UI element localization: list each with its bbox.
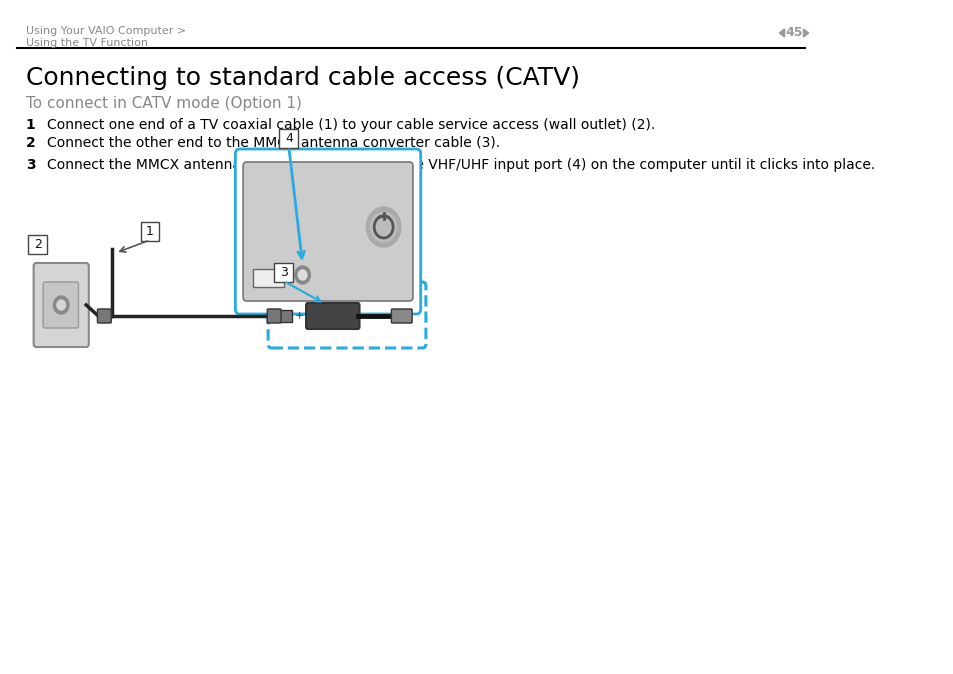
FancyBboxPatch shape [274, 263, 293, 282]
Text: 2: 2 [26, 136, 35, 150]
Text: 2: 2 [34, 238, 42, 251]
FancyBboxPatch shape [243, 162, 413, 301]
FancyBboxPatch shape [140, 222, 159, 241]
FancyBboxPatch shape [97, 309, 112, 323]
Circle shape [294, 266, 310, 284]
FancyBboxPatch shape [267, 309, 281, 323]
Text: Connect the MMCX antenna converter cable (3) to the VHF/UHF input port (4) on th: Connect the MMCX antenna converter cable… [48, 158, 875, 172]
Text: Connect the other end to the MMCX antenna converter cable (3).: Connect the other end to the MMCX antenn… [48, 136, 500, 150]
FancyBboxPatch shape [43, 282, 78, 328]
Text: +: + [294, 311, 303, 321]
Text: 3: 3 [279, 266, 287, 279]
Text: Using Your VAIO Computer >: Using Your VAIO Computer > [26, 26, 186, 36]
Circle shape [298, 270, 307, 280]
Text: To connect in CATV mode (Option 1): To connect in CATV mode (Option 1) [26, 96, 301, 111]
FancyBboxPatch shape [279, 129, 298, 148]
Text: 45: 45 [784, 26, 801, 40]
FancyBboxPatch shape [391, 309, 412, 323]
Text: 3: 3 [26, 158, 35, 172]
Circle shape [53, 296, 69, 314]
Text: 4: 4 [285, 132, 293, 145]
FancyBboxPatch shape [235, 149, 420, 314]
Text: Connect one end of a TV coaxial cable (1) to your cable service access (wall out: Connect one end of a TV coaxial cable (1… [48, 118, 655, 132]
Text: 1: 1 [26, 118, 35, 132]
FancyBboxPatch shape [306, 303, 359, 329]
Circle shape [371, 212, 396, 242]
Text: 1: 1 [146, 225, 153, 238]
Circle shape [57, 300, 66, 310]
Polygon shape [802, 29, 808, 37]
Text: Using the TV Function: Using the TV Function [26, 38, 148, 48]
FancyBboxPatch shape [33, 263, 89, 347]
FancyBboxPatch shape [278, 310, 292, 322]
FancyBboxPatch shape [268, 282, 425, 348]
FancyBboxPatch shape [29, 235, 48, 254]
Polygon shape [779, 29, 783, 37]
Circle shape [366, 207, 400, 247]
FancyBboxPatch shape [253, 269, 283, 287]
Text: Connecting to standard cable access (CATV): Connecting to standard cable access (CAT… [26, 66, 579, 90]
